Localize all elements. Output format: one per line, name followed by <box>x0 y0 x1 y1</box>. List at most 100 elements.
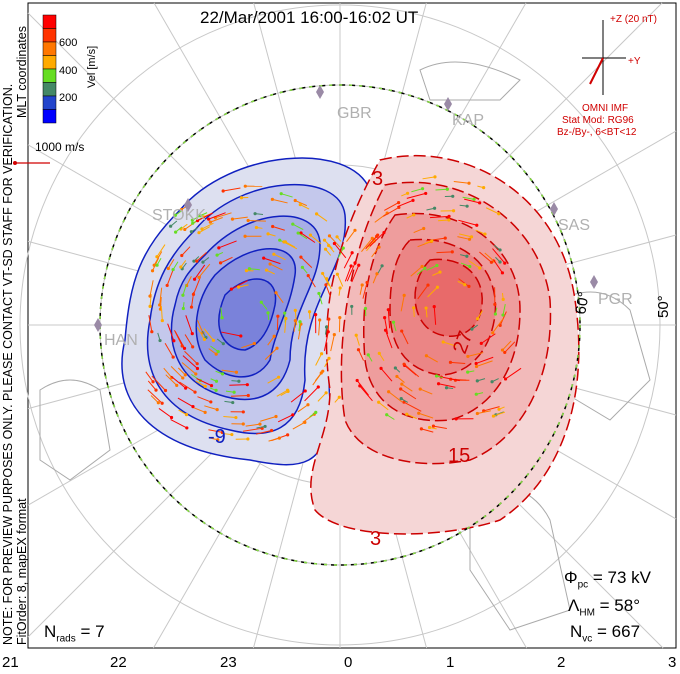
velocity-vector <box>145 371 154 383</box>
velocity-vector <box>181 362 197 375</box>
velocity-vector-origin <box>420 187 425 191</box>
velocity-vector <box>426 237 446 242</box>
velocity-vector <box>166 270 174 286</box>
velocity-vector-origin <box>262 256 266 260</box>
velocity-vector-origin <box>395 374 399 379</box>
velocity-vector-origin <box>493 302 497 307</box>
velocity-vector-origin <box>350 304 354 309</box>
imf-source: OMNI IMF <box>582 103 629 114</box>
velocity-vector-origin <box>184 413 189 417</box>
velocity-vector-origin <box>203 384 207 388</box>
lambda-hm-stat: ΛHM = 58° <box>568 596 640 618</box>
velocity-vector-origin <box>266 232 270 236</box>
velocity-vector <box>223 187 241 192</box>
velocity-vector <box>493 411 505 417</box>
velocity-vector <box>152 257 160 271</box>
velocity-vector <box>457 236 470 240</box>
velocity-vector <box>443 341 457 347</box>
velocity-vector-origin <box>353 228 357 232</box>
velocity-vector-origin <box>474 361 478 366</box>
velocity-vector <box>150 395 159 404</box>
velocity-vector-origin <box>424 191 428 196</box>
velocity-vector <box>218 240 237 249</box>
velocity-vector-origin <box>444 386 449 390</box>
lat-label-50: 50° <box>655 295 672 318</box>
velocity-vector <box>159 296 162 310</box>
velocity-vector-origin <box>321 369 325 373</box>
velocity-vector-origin <box>475 317 480 321</box>
colorbar-segment <box>42 95 57 110</box>
velocity-vector-origin <box>174 230 178 234</box>
velocity-vector-origin <box>293 319 297 323</box>
velocity-vector <box>438 219 449 222</box>
velocity-vector <box>193 407 206 413</box>
velocity-vector-origin <box>276 314 280 318</box>
velocity-vector-origin <box>491 331 495 335</box>
velocity-vector <box>406 192 426 199</box>
velocity-vector-origin <box>423 266 427 270</box>
velocity-vector <box>435 188 448 191</box>
velocity-vector-origin <box>493 312 498 316</box>
velocity-vector-origin <box>319 352 324 356</box>
velocity-vector <box>173 329 183 347</box>
colorbar-segment <box>42 82 57 97</box>
velocity-vector-origin <box>231 400 235 405</box>
velocity-vector-origin <box>156 401 160 405</box>
velocity-vector-origin <box>475 411 479 416</box>
velocity-vector-origin <box>200 227 204 231</box>
velocity-vector <box>413 228 424 234</box>
velocity-vector <box>184 350 198 365</box>
velocity-vector-origin <box>254 225 259 230</box>
velocity-vector-origin <box>405 191 410 195</box>
velocity-vector <box>420 388 433 395</box>
velocity-vector <box>184 334 194 348</box>
velocity-vector <box>230 394 249 397</box>
velocity-vector-origin <box>243 184 247 188</box>
velocity-vector-origin <box>165 283 169 288</box>
n-vc-stat: Nvc = 667 <box>570 622 640 644</box>
velocity-vector <box>462 196 475 200</box>
velocity-vector-origin <box>377 351 381 355</box>
velocity-vector-origin <box>338 316 342 320</box>
velocity-vector-origin <box>399 397 403 401</box>
velocity-vector-origin <box>152 263 156 267</box>
velocity-vector <box>272 198 288 204</box>
velocity-vector-origin <box>220 316 224 320</box>
velocity-vector-origin <box>454 417 458 421</box>
velocity-vector-origin <box>393 366 397 370</box>
velocity-vector <box>325 284 331 297</box>
velocity-vector-origin <box>201 260 205 264</box>
velocity-vector <box>433 425 447 430</box>
imf-z-label: +Z (20 nT) <box>610 14 657 25</box>
velocity-vector-origin <box>467 237 472 241</box>
velocity-vector <box>383 206 400 217</box>
velocity-vector-origin <box>172 339 176 343</box>
velocity-vector-origin <box>363 306 368 311</box>
velocity-vector-origin <box>497 212 501 216</box>
velocity-vector-origin <box>307 310 312 314</box>
velocity-vector-origin <box>155 263 159 267</box>
velocity-vector-origin <box>350 251 354 255</box>
velocity-vector-origin <box>466 370 470 374</box>
velocity-vector-origin <box>432 305 436 309</box>
velocity-vector-origin <box>503 261 507 265</box>
velocity-vector <box>310 234 322 245</box>
velocity-vector <box>317 392 327 402</box>
velocity-vector <box>149 280 154 297</box>
velocity-vector <box>307 275 316 288</box>
velocity-vector-origin <box>314 410 318 414</box>
velocity-vector-origin <box>197 231 201 235</box>
velocity-vector-origin <box>474 392 478 396</box>
velocity-vector-origin <box>438 270 442 274</box>
velocity-vector <box>273 253 286 261</box>
velocity-vector <box>400 388 417 400</box>
velocity-vector <box>292 223 304 231</box>
colorbar-tick-600: 600 <box>59 37 78 49</box>
velocity-vector-origin <box>237 285 241 289</box>
velocity-vector-origin <box>241 422 245 426</box>
velocity-vector-origin <box>214 388 218 392</box>
velocity-vector-origin <box>370 236 374 240</box>
velocity-vector <box>485 207 499 215</box>
velocity-vector-origin <box>150 330 154 334</box>
velocity-vector <box>346 262 356 282</box>
